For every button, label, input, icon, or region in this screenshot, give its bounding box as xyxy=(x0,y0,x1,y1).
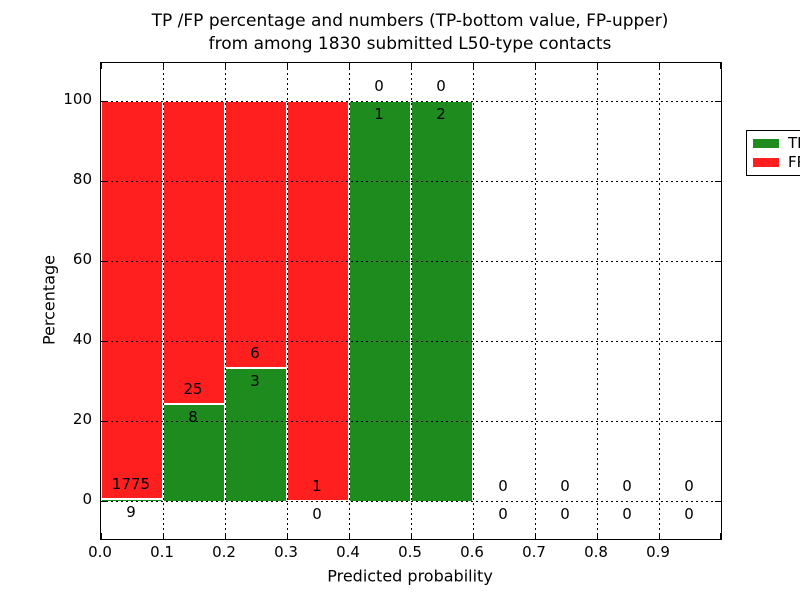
y-tick-label: 40 xyxy=(72,330,92,348)
x-tick-mark xyxy=(349,533,351,539)
tp-count-label: 9 xyxy=(126,503,136,521)
x-tick-mark xyxy=(101,63,103,69)
fp-color-swatch xyxy=(753,157,779,167)
y-tick-mark xyxy=(101,501,107,503)
fp-count-label: 0 xyxy=(374,77,384,95)
y-tick-mark xyxy=(101,181,107,183)
y-tick-mark xyxy=(101,341,107,343)
x-tick-mark xyxy=(287,533,289,539)
y-tick-mark xyxy=(715,181,721,183)
vertical-gridline xyxy=(535,63,536,539)
y-tick-label: 0 xyxy=(82,490,92,508)
x-tick-label: 0.2 xyxy=(212,543,236,561)
x-tick-label: 0.9 xyxy=(646,543,670,561)
x-tick-mark xyxy=(225,63,227,69)
tp-count-label: 2 xyxy=(436,105,446,123)
y-tick-mark xyxy=(715,341,721,343)
tp-bar-segment xyxy=(101,499,163,501)
horizontal-gridline xyxy=(101,501,721,502)
chart-title: TP /FP percentage and numbers (TP-bottom… xyxy=(152,10,669,56)
tp-bar-segment xyxy=(349,101,411,501)
fp-bar-segment xyxy=(225,101,287,368)
x-tick-label: 0.4 xyxy=(336,543,360,561)
fp-bar-segment xyxy=(101,101,163,499)
x-tick-label: 0.5 xyxy=(398,543,422,561)
x-tick-mark xyxy=(163,533,165,539)
y-tick-mark xyxy=(101,101,107,103)
tp-count-label: 0 xyxy=(684,505,694,523)
x-tick-mark xyxy=(349,63,351,69)
legend: TP FP xyxy=(746,130,800,176)
vertical-gridline xyxy=(473,63,474,539)
fp-count-label: 0 xyxy=(436,77,446,95)
x-tick-mark xyxy=(163,63,165,69)
y-tick-mark xyxy=(715,421,721,423)
tp-count-label: 0 xyxy=(312,505,322,523)
fp-count-label: 0 xyxy=(684,477,694,495)
x-tick-mark xyxy=(597,63,599,69)
y-tick-label: 80 xyxy=(72,170,92,188)
fp-count-label: 6 xyxy=(250,344,260,362)
x-tick-mark xyxy=(411,533,413,539)
tp-color-swatch xyxy=(753,139,779,149)
y-tick-mark xyxy=(101,421,107,423)
tp-count-label: 8 xyxy=(188,408,198,426)
x-tick-mark xyxy=(535,63,537,69)
x-tick-label: 0.6 xyxy=(460,543,484,561)
x-tick-mark xyxy=(659,533,661,539)
y-tick-label: 100 xyxy=(63,90,92,108)
tp-count-label: 0 xyxy=(560,505,570,523)
tp-bar-segment xyxy=(163,404,225,501)
fp-count-label: 0 xyxy=(560,477,570,495)
x-tick-mark xyxy=(287,63,289,69)
legend-label-fp: FP xyxy=(788,152,800,171)
plot-area: TP FP xyxy=(100,62,800,540)
x-tick-mark xyxy=(720,533,722,539)
tp-count-label: 1 xyxy=(374,105,384,123)
tp-bar-segment xyxy=(225,368,287,501)
fp-count-label: 0 xyxy=(622,477,632,495)
vertical-gridline xyxy=(597,63,598,539)
x-tick-mark xyxy=(101,533,103,539)
x-tick-mark xyxy=(473,533,475,539)
fp-bar-segment xyxy=(287,101,349,501)
fp-count-label: 0 xyxy=(498,477,508,495)
fp-count-label: 1775 xyxy=(111,475,151,493)
legend-label-tp: TP xyxy=(788,134,800,153)
legend-item-tp: TP xyxy=(753,136,800,151)
x-tick-mark xyxy=(411,63,413,69)
vertical-gridline xyxy=(659,63,660,539)
x-tick-mark xyxy=(597,533,599,539)
y-tick-label: 60 xyxy=(72,250,92,268)
x-tick-label: 0.1 xyxy=(150,543,174,561)
x-tick-label: 0.8 xyxy=(584,543,608,561)
x-tick-mark xyxy=(473,63,475,69)
x-tick-mark xyxy=(535,533,537,539)
chart-title-line2: from among 1830 submitted L50-type conta… xyxy=(208,34,612,54)
x-tick-label: 0.0 xyxy=(88,543,112,561)
tp-bar-segment xyxy=(411,101,473,501)
x-tick-mark xyxy=(720,63,722,69)
y-tick-mark xyxy=(715,261,721,263)
y-tick-mark xyxy=(715,501,721,503)
legend-item-fp: FP xyxy=(753,152,800,171)
x-tick-label: 0.3 xyxy=(274,543,298,561)
chart-title-line1: TP /FP percentage and numbers (TP-bottom… xyxy=(151,11,669,31)
y-tick-mark xyxy=(715,101,721,103)
x-tick-label: 0.7 xyxy=(522,543,546,561)
fp-count-label: 25 xyxy=(183,380,203,398)
x-tick-mark xyxy=(225,533,227,539)
y-tick-mark xyxy=(101,261,107,263)
fp-count-label: 1 xyxy=(312,477,322,495)
tp-count-label: 0 xyxy=(622,505,632,523)
y-tick-label: 20 xyxy=(72,410,92,428)
fp-bar-segment xyxy=(163,101,225,404)
tp-count-label: 0 xyxy=(498,505,508,523)
x-tick-mark xyxy=(659,63,661,69)
x-axis-label: Predicted probability xyxy=(327,566,493,586)
tp-count-label: 3 xyxy=(250,372,260,390)
